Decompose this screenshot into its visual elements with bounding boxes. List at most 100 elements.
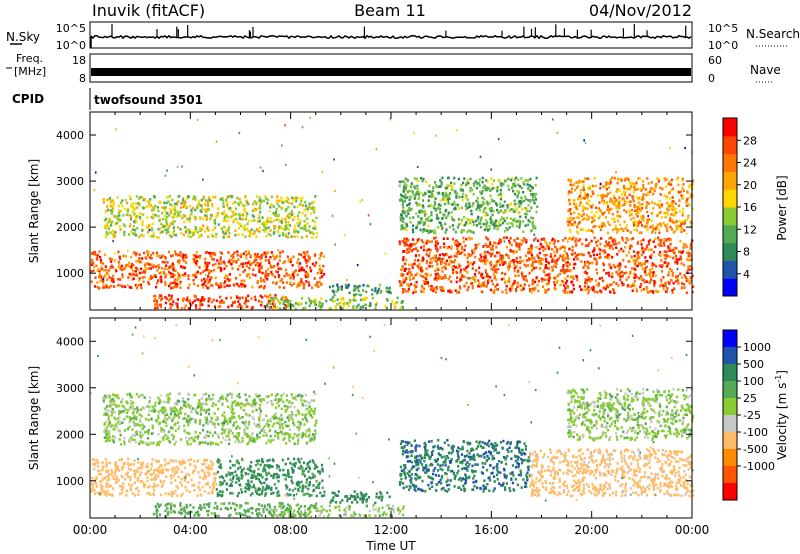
echo-cell (671, 291, 674, 294)
echo-cell (311, 236, 314, 239)
echo-cell (608, 253, 611, 257)
echo-cell (110, 260, 113, 263)
echo-cell (581, 207, 585, 210)
echo-cell (439, 246, 442, 249)
echo-cell (504, 280, 507, 284)
echo-cell (614, 242, 617, 246)
echo-cell (547, 247, 550, 250)
echo-cell (608, 241, 611, 244)
echo-cell (436, 249, 439, 253)
echo-cell (421, 256, 424, 260)
echo-cell (277, 267, 280, 270)
echo-cell (643, 280, 646, 284)
echo-cell (536, 239, 540, 242)
echo-cell (587, 217, 590, 221)
echo-cell (274, 225, 277, 229)
echo-cell (188, 283, 191, 286)
echo-cell (490, 263, 493, 267)
echo-cell (180, 477, 183, 481)
echo-cell (670, 249, 673, 252)
echo-cell (337, 288, 340, 292)
echo-cell (155, 459, 158, 462)
echo-cell (466, 230, 469, 234)
echo-cell (586, 207, 589, 210)
echo-cell (111, 494, 114, 497)
echo-cell (129, 486, 132, 490)
echo-cell (159, 463, 162, 467)
echo-cell (625, 186, 628, 190)
echo-cell (429, 203, 432, 207)
echo-cell (524, 215, 527, 219)
echo-cell (634, 273, 637, 277)
echo-cell (671, 187, 675, 191)
echo-cell (653, 189, 656, 193)
echo-cell (672, 205, 675, 209)
echo-cell (459, 252, 462, 255)
echo-cell (394, 301, 397, 305)
echo-cell (198, 217, 201, 220)
echo-cell (173, 285, 176, 289)
echo-cell (102, 283, 105, 287)
echo-cell (174, 472, 177, 475)
echo-cell (622, 229, 625, 233)
echo-cell (470, 253, 473, 257)
echo-cell (530, 257, 533, 261)
echo-cell (108, 218, 111, 222)
echo-cell (468, 202, 471, 206)
echo-cell (401, 240, 404, 243)
echo-cell (497, 211, 500, 214)
echo-cell (134, 475, 137, 479)
echo-cell (530, 291, 533, 294)
echo-cell (562, 264, 565, 267)
echo-cell (417, 221, 420, 224)
echo-cell (166, 229, 169, 232)
echo-cell (554, 277, 557, 280)
echo-cell (133, 273, 136, 277)
echo-cell (310, 212, 313, 216)
echo-cell (547, 288, 550, 291)
echo-cell (264, 271, 267, 275)
echo-cell (314, 261, 317, 264)
echo-cell (277, 204, 280, 208)
echo-cell (669, 146, 671, 149)
echo-cell (649, 289, 652, 293)
echo-cell (301, 282, 304, 285)
echo-cell (214, 195, 217, 199)
echo-cell (459, 277, 462, 281)
echo-cell (658, 206, 661, 209)
echo-cell (599, 248, 602, 252)
echo-cell (384, 252, 387, 255)
echo-cell (471, 286, 474, 290)
echo-cell (473, 248, 476, 251)
echo-cell (334, 305, 337, 308)
echo-cell (481, 276, 484, 280)
echo-cell (194, 217, 197, 221)
echo-cell (544, 273, 547, 277)
echo-cell (441, 176, 444, 180)
echo-cell (633, 276, 636, 279)
echo-cell (525, 209, 529, 213)
echo-cell (683, 274, 686, 277)
echo-cell (486, 221, 489, 224)
echo-cell (127, 261, 131, 265)
echo-cell (214, 472, 217, 475)
echo-cell (460, 206, 463, 210)
echo-cell (668, 282, 671, 285)
echo-cell (268, 301, 271, 305)
echo-cell (167, 299, 171, 302)
power-x-ticks (89, 112, 693, 310)
echo-cell (680, 262, 683, 265)
echo-cell (186, 195, 190, 198)
echo-cell (516, 194, 519, 197)
echo-cell (500, 277, 503, 281)
echo-cell (690, 279, 693, 283)
echo-cell (129, 197, 132, 201)
echo-cell (90, 489, 93, 493)
echo-cell (441, 217, 444, 220)
echo-cell (537, 279, 540, 283)
echo-cell (419, 289, 423, 293)
echo-cell (301, 204, 305, 207)
echo-cell (298, 283, 301, 286)
echo-cell (440, 276, 443, 279)
echo-cell (238, 131, 241, 135)
